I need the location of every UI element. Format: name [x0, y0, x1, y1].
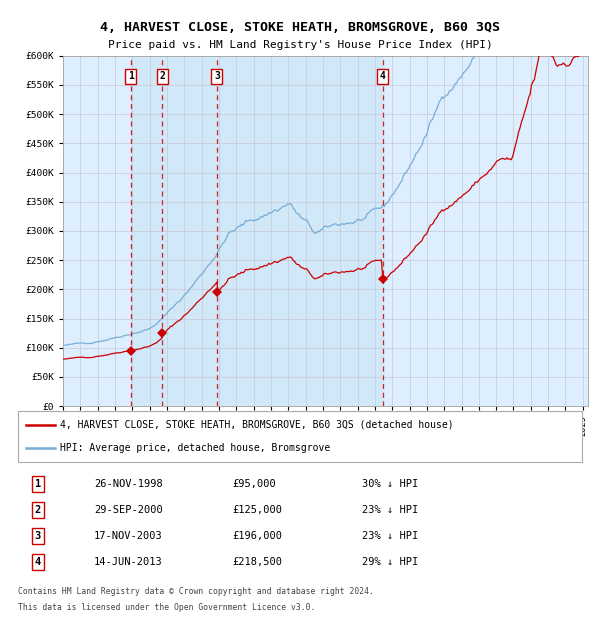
Text: 1: 1 — [128, 71, 134, 81]
Text: 4: 4 — [35, 557, 41, 567]
Text: 2: 2 — [35, 505, 41, 515]
Text: £218,500: £218,500 — [232, 557, 283, 567]
Text: 14-JUN-2013: 14-JUN-2013 — [94, 557, 163, 567]
Text: Price paid vs. HM Land Registry's House Price Index (HPI): Price paid vs. HM Land Registry's House … — [107, 40, 493, 50]
Text: 4, HARVEST CLOSE, STOKE HEATH, BROMSGROVE, B60 3QS: 4, HARVEST CLOSE, STOKE HEATH, BROMSGROV… — [100, 22, 500, 34]
Text: Contains HM Land Registry data © Crown copyright and database right 2024.: Contains HM Land Registry data © Crown c… — [18, 587, 374, 596]
Text: 17-NOV-2003: 17-NOV-2003 — [94, 531, 163, 541]
Text: 23% ↓ HPI: 23% ↓ HPI — [362, 531, 418, 541]
Text: 29-SEP-2000: 29-SEP-2000 — [94, 505, 163, 515]
Text: 29% ↓ HPI: 29% ↓ HPI — [362, 557, 418, 567]
Text: This data is licensed under the Open Government Licence v3.0.: This data is licensed under the Open Gov… — [18, 603, 316, 613]
Text: 23% ↓ HPI: 23% ↓ HPI — [362, 505, 418, 515]
Bar — [131, 56, 383, 406]
Text: 4, HARVEST CLOSE, STOKE HEATH, BROMSGROVE, B60 3QS (detached house): 4, HARVEST CLOSE, STOKE HEATH, BROMSGROV… — [60, 420, 454, 430]
FancyBboxPatch shape — [18, 411, 582, 462]
Text: £125,000: £125,000 — [232, 505, 283, 515]
Text: £196,000: £196,000 — [232, 531, 283, 541]
Text: HPI: Average price, detached house, Bromsgrove: HPI: Average price, detached house, Brom… — [60, 443, 331, 453]
Text: 30% ↓ HPI: 30% ↓ HPI — [362, 479, 418, 489]
Text: 3: 3 — [35, 531, 41, 541]
Text: 3: 3 — [214, 71, 220, 81]
Text: £95,000: £95,000 — [232, 479, 276, 489]
Text: 4: 4 — [380, 71, 386, 81]
Text: 26-NOV-1998: 26-NOV-1998 — [94, 479, 163, 489]
Text: 1: 1 — [35, 479, 41, 489]
Text: 2: 2 — [160, 71, 166, 81]
